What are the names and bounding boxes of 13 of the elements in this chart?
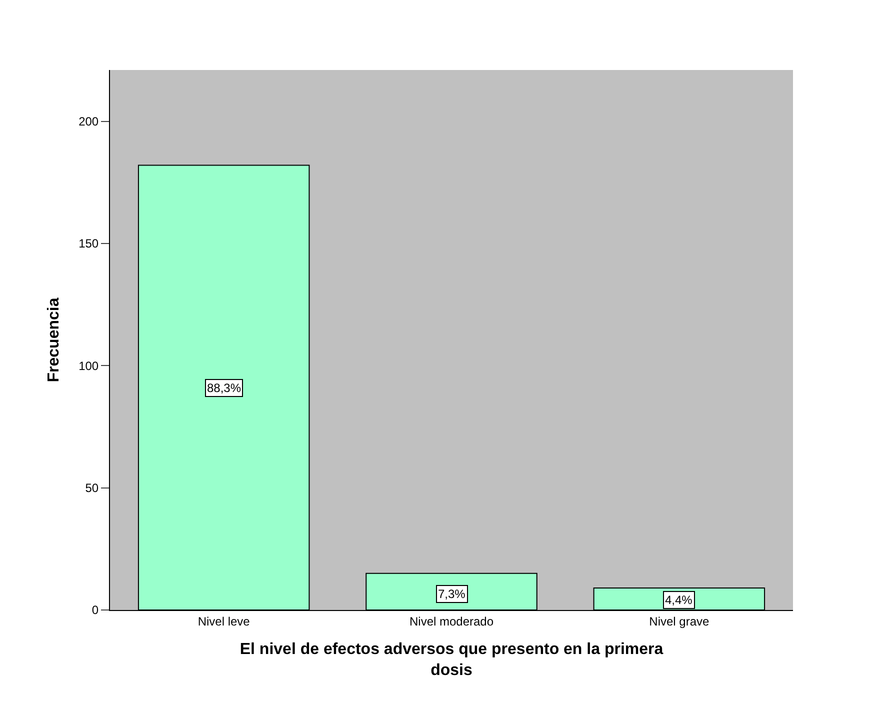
annotation: 88,3% <box>207 381 242 395</box>
x-tick-label: Nivel grave <box>649 614 710 628</box>
y-axis-title: Frecuencia <box>45 298 62 382</box>
x-tick-label: Nivel leve <box>198 614 250 628</box>
x-axis-title: El nivel de efectos adversos que presento en la primera dosis <box>240 641 664 679</box>
x-tick-label: Nivel moderado <box>409 614 494 628</box>
y-tick-label: 100 <box>78 358 99 373</box>
y-tick-label: 200 <box>78 114 99 129</box>
annotation: 7,3% <box>438 587 466 601</box>
y-tick-label: 150 <box>78 236 99 251</box>
y-tick-label: 0 <box>92 603 99 618</box>
annotation: 4,4% <box>665 593 693 607</box>
y-tick-label: 50 <box>85 481 99 496</box>
